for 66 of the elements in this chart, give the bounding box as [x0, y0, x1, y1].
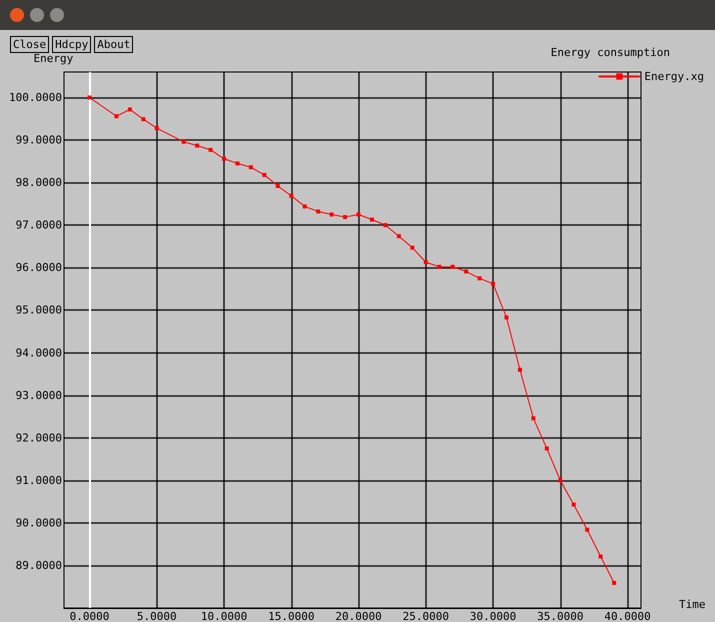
point — [558, 478, 562, 482]
y-tick-label: 98.0000 — [16, 176, 62, 190]
point — [598, 554, 603, 559]
point — [491, 282, 496, 286]
x-tick-label: 30.0000 — [470, 610, 516, 622]
point — [262, 172, 266, 177]
point — [208, 148, 213, 152]
point — [410, 246, 414, 250]
y-tick-label: 99.0000 — [16, 134, 62, 147]
x-tick-label: 40.0000 — [604, 610, 651, 622]
point — [88, 96, 92, 100]
point — [128, 107, 132, 112]
point — [450, 264, 455, 269]
legend-label: Energy.xg — [644, 70, 704, 83]
point — [316, 210, 320, 214]
text: Hdcpy — [52, 36, 92, 53]
point — [504, 315, 508, 320]
y-tick-label: 92.0000 — [16, 431, 62, 444]
point — [236, 161, 240, 166]
point — [518, 368, 522, 372]
y-tick-label: 91.0000 — [16, 474, 62, 487]
point — [356, 212, 361, 217]
point — [302, 204, 307, 208]
point — [612, 580, 616, 585]
y-tick-label: 93.0000 — [16, 388, 62, 402]
point — [437, 264, 442, 269]
point — [182, 140, 186, 144]
point — [370, 218, 374, 222]
y-tick-label: 95.0000 — [16, 304, 62, 317]
y-tick-label: 96.0000 — [16, 261, 62, 274]
point — [222, 156, 226, 161]
y-tick-label: 94.0000 — [16, 346, 62, 360]
text: Close — [10, 36, 50, 53]
point — [154, 126, 159, 130]
y-tick-label: 97.0000 — [16, 218, 62, 232]
chart-title: Energy consumption — [550, 46, 670, 59]
point — [276, 184, 280, 188]
point — [343, 215, 348, 220]
x-tick-label: 0.0000 — [70, 610, 110, 622]
point — [141, 117, 146, 122]
point — [383, 223, 388, 228]
x-tick-label: 35.0000 — [537, 610, 584, 622]
x-tick-label: 25.0000 — [402, 610, 449, 622]
point — [396, 234, 401, 238]
x-axis-title: Time — [679, 598, 706, 611]
x-tick-label: 10.0000 — [200, 610, 248, 622]
point — [585, 528, 590, 532]
text: About — [94, 36, 134, 53]
y-axis-title: Energy — [34, 52, 74, 65]
point — [330, 212, 334, 217]
point — [478, 276, 482, 280]
point — [195, 144, 200, 148]
point — [544, 446, 549, 450]
y-tick-label: 90.0000 — [16, 516, 62, 530]
y-tick-label: 89.0000 — [16, 558, 62, 572]
x-tick-label: 5.0000 — [136, 610, 177, 622]
point — [572, 502, 576, 507]
y-tick-label: 100.0000 — [9, 91, 62, 104]
x-tick-label: 15.0000 — [268, 610, 314, 622]
point — [114, 114, 118, 118]
point — [464, 270, 468, 274]
point — [531, 416, 536, 420]
point — [289, 194, 294, 198]
x-tick-label: 20.0000 — [335, 610, 382, 622]
point — [248, 165, 253, 170]
point — [424, 260, 428, 264]
